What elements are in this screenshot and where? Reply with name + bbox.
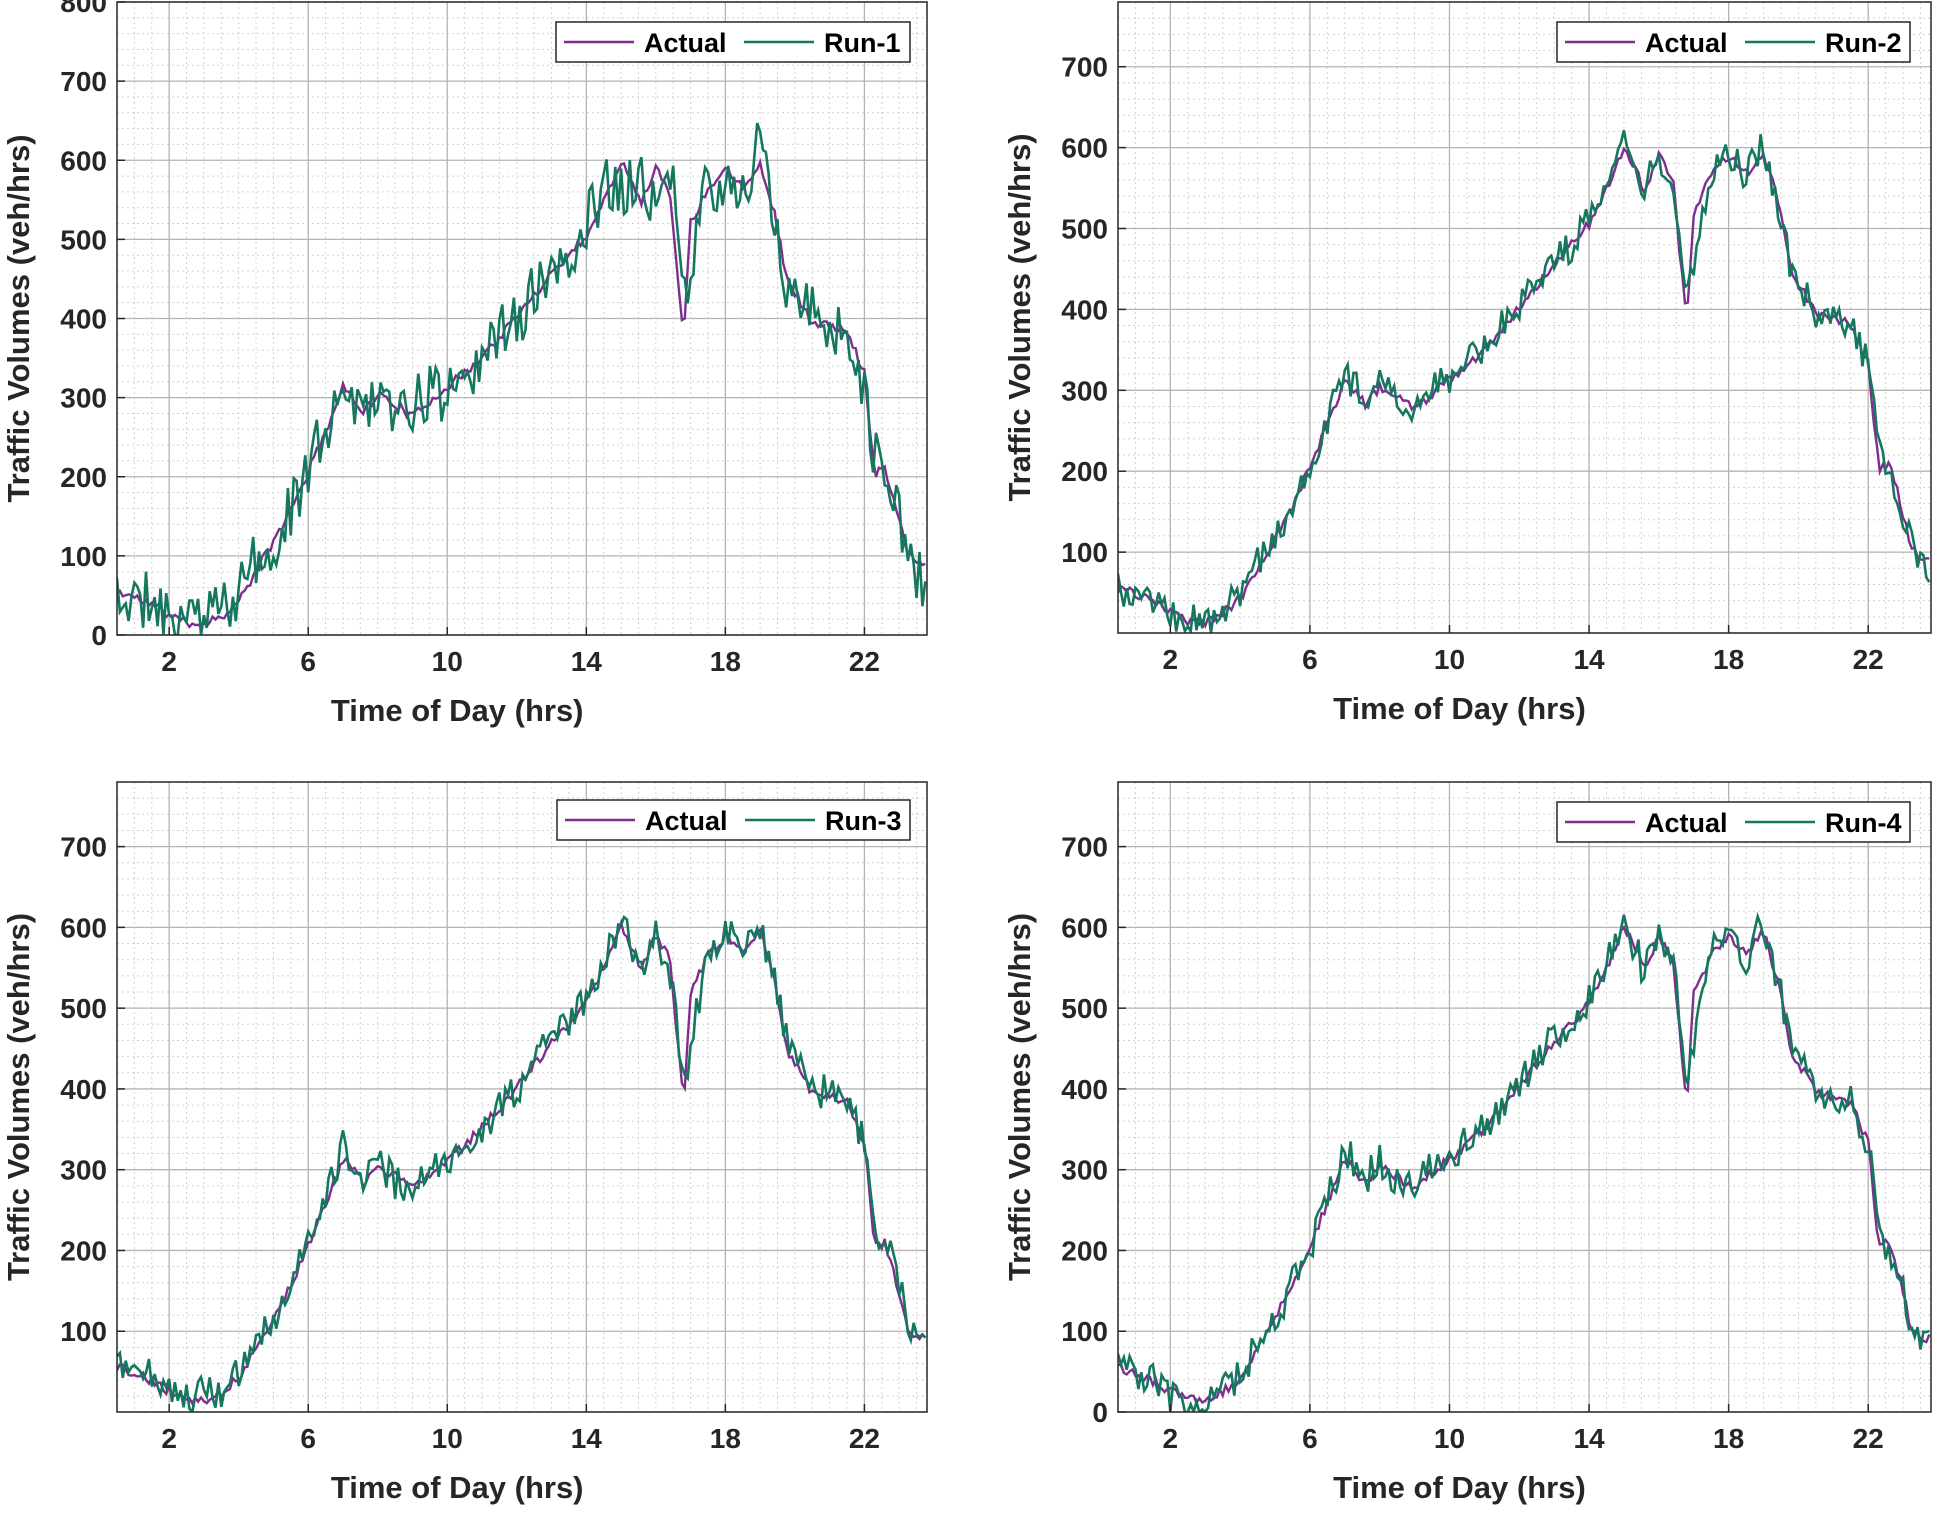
chart-panel-1: 2 6 10 14 18 22 0 100 200 300 400 500 600 700 800 Time … — [1, 0, 928, 728]
legend-label-actual: Actual — [644, 28, 727, 58]
major-grid — [1118, 782, 1931, 1413]
axes-frame — [116, 781, 928, 1413]
legend-label-actual: Actual — [1645, 808, 1728, 838]
y-tick-label: 500 — [60, 224, 107, 255]
x-tick-label: 2 — [161, 646, 177, 677]
x-tick-label: 22 — [849, 1423, 880, 1454]
x-tick-label: 10 — [1434, 1423, 1465, 1454]
y-tick-label: 600 — [1061, 912, 1108, 943]
legend-label-actual: Actual — [645, 806, 728, 836]
x-axis-label: Time of Day (hrs) — [331, 693, 584, 728]
series-line-run-3 — [117, 914, 927, 1412]
legend-label-run: Run-4 — [1825, 808, 1902, 838]
legend-label-actual: Actual — [1645, 28, 1728, 58]
x-tick-label: 10 — [1434, 644, 1465, 675]
y-tick-label: 200 — [1061, 1235, 1108, 1266]
y-axis-label: Traffic Volumes (veh/hrs) — [1, 134, 36, 502]
x-tick-label: 14 — [571, 646, 603, 677]
y-tick-label: 100 — [60, 1316, 107, 1347]
y-tick-label: 300 — [1061, 375, 1108, 406]
x-tick-label: 10 — [432, 1423, 463, 1454]
legend: Actual Run-1 — [555, 21, 911, 63]
legend: Actual Run-3 — [556, 799, 911, 841]
y-tick-label: 100 — [60, 541, 107, 572]
chart-panel-4: 2 6 10 14 18 22 0 100 200 300 400 500 600 700 Time of … — [1002, 781, 1932, 1505]
y-tick-label: 400 — [60, 1074, 107, 1105]
axes-frame — [1117, 1, 1932, 634]
y-tick-label: 700 — [60, 66, 107, 97]
chart-panel-2: 2 6 10 14 18 22 100 200 300 400 500 600 700 Time of D… — [1002, 1, 1932, 726]
y-tick-label: 400 — [1061, 294, 1108, 325]
x-tick-label: 18 — [710, 1423, 741, 1454]
x-tick-label: 2 — [1163, 644, 1179, 675]
y-tick-label: 200 — [60, 1235, 107, 1266]
y-tick-label: 500 — [60, 993, 107, 1024]
series-line-run-1 — [117, 122, 927, 635]
x-axis-label: Time of Day (hrs) — [1333, 1470, 1586, 1505]
x-tick-label: 6 — [1302, 1423, 1318, 1454]
y-tick-label: 400 — [60, 304, 107, 335]
x-tick-label: 14 — [1573, 644, 1605, 675]
y-tick-label: 600 — [1061, 133, 1108, 164]
x-tick-label: 22 — [1853, 1423, 1884, 1454]
x-tick-label: 2 — [161, 1423, 177, 1454]
axes-frame — [1117, 781, 1932, 1413]
legend-label-run: Run-1 — [824, 28, 901, 58]
y-axis-label: Traffic Volumes (veh/hrs) — [1002, 133, 1037, 501]
series-line-run-2 — [1118, 129, 1931, 633]
y-axis-label: Traffic Volumes (veh/hrs) — [1, 913, 36, 1281]
y-tick-label: 300 — [1061, 1155, 1108, 1186]
plot-area — [1118, 2, 1931, 633]
x-tick-label: 6 — [1302, 644, 1318, 675]
x-tick-label: 22 — [1853, 644, 1884, 675]
legend-label-run: Run-2 — [1825, 28, 1902, 58]
x-tick-label: 14 — [1573, 1423, 1605, 1454]
y-tick-label: 500 — [1061, 993, 1108, 1024]
y-tick-label: 700 — [1061, 832, 1108, 863]
y-tick-label: 200 — [60, 462, 107, 493]
legend: Actual Run-2 — [1556, 21, 1911, 63]
y-tick-label: 400 — [1061, 1074, 1108, 1105]
y-tick-label: 700 — [60, 832, 107, 863]
x-tick-label: 14 — [571, 1423, 603, 1454]
y-tick-label: 100 — [1061, 537, 1108, 568]
x-axis-label: Time of Day (hrs) — [331, 1470, 584, 1505]
y-tick-label: 200 — [1061, 456, 1108, 487]
y-axis-label: Traffic Volumes (veh/hrs) — [1002, 913, 1037, 1281]
y-tick-label: 300 — [60, 383, 107, 414]
legend: Actual Run-4 — [1556, 801, 1911, 843]
legend-label-run: Run-3 — [825, 806, 902, 836]
minor-grid — [1117, 1, 1931, 633]
x-tick-label: 10 — [432, 646, 463, 677]
x-tick-label: 6 — [300, 1423, 316, 1454]
chart-panel-3: 2 6 10 14 18 22 100 200 300 400 500 600 700 Time of D… — [1, 781, 928, 1505]
y-tick-label: 600 — [60, 145, 107, 176]
y-tick-label: 0 — [91, 620, 107, 651]
y-tick-label: 0 — [1092, 1397, 1108, 1428]
y-tick-label: 500 — [1061, 214, 1108, 245]
y-tick-label: 800 — [60, 0, 107, 18]
y-tick-label: 100 — [1061, 1316, 1108, 1347]
plot-area — [1118, 782, 1931, 1412]
y-tick-label: 300 — [60, 1155, 107, 1186]
series-line-run-4 — [1118, 911, 1930, 1412]
plot-area — [117, 782, 927, 1412]
x-tick-label: 6 — [300, 646, 316, 677]
x-tick-label: 18 — [1713, 644, 1744, 675]
y-tick-label: 600 — [60, 912, 107, 943]
x-tick-label: 22 — [849, 646, 880, 677]
y-tick-label: 700 — [1061, 52, 1108, 83]
x-axis-label: Time of Day (hrs) — [1333, 691, 1586, 726]
x-tick-label: 2 — [1163, 1423, 1179, 1454]
x-tick-label: 18 — [1713, 1423, 1744, 1454]
x-tick-label: 18 — [710, 646, 741, 677]
